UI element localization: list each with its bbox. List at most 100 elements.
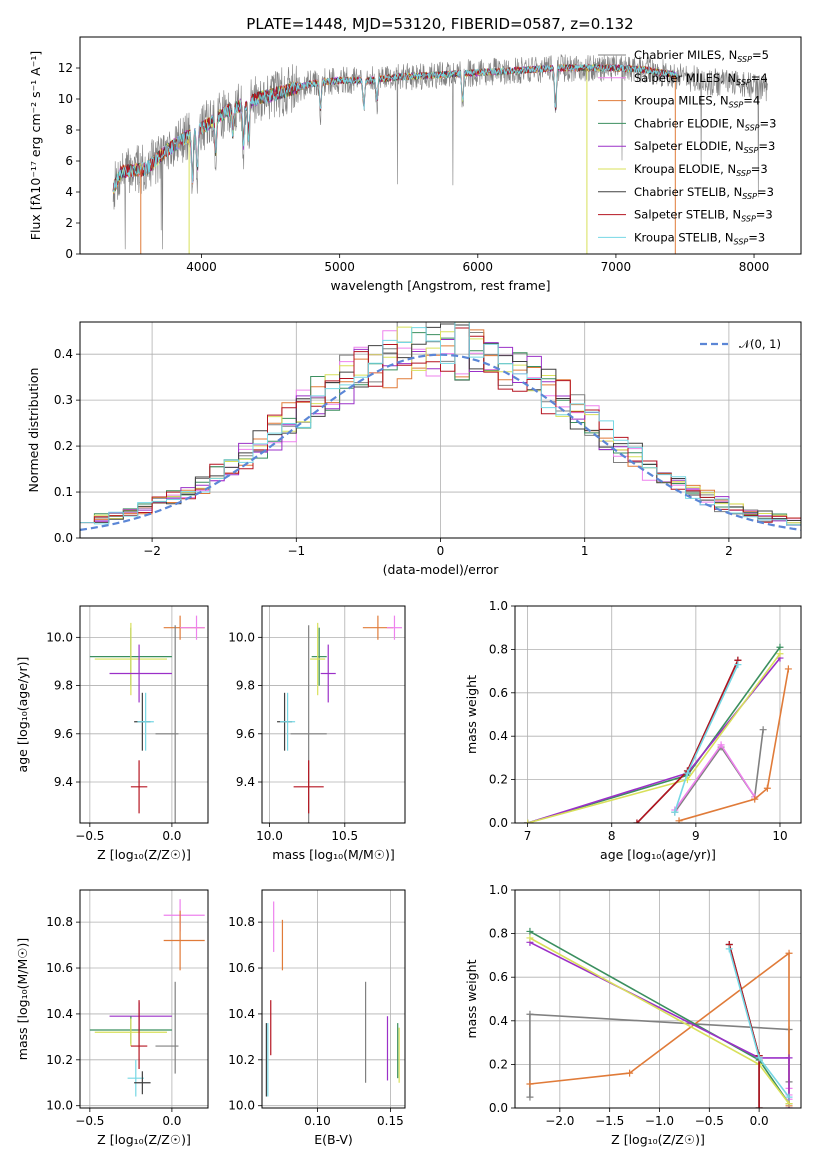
- tick-label-y: 10.6: [46, 961, 73, 975]
- tick-label-x: −1: [287, 544, 305, 558]
- legend-label: Chabrier ELODIE, NSSP=3: [634, 116, 776, 132]
- weight-line: [636, 659, 739, 823]
- weight-marker: [633, 819, 641, 823]
- tick-label-y: 10.2: [228, 1053, 255, 1067]
- hist-step-line: [80, 323, 801, 523]
- age_vs_Z-ylabel: age [log₁₀(age/yr)]: [15, 657, 30, 773]
- tick-label-y: 0.2: [489, 773, 508, 787]
- tick-label-y: 0.6: [489, 970, 508, 984]
- residual_hist-xlabel: (data-model)/error: [383, 562, 500, 577]
- weight-series: [671, 661, 742, 816]
- tick-label-y: 0.1: [54, 485, 73, 499]
- weight-marker: [755, 1104, 763, 1108]
- legend-label: Chabrier STELIB, NSSP=3: [634, 185, 774, 201]
- legend-label: Chabrier MILES, NSSP=5: [634, 48, 769, 64]
- hist-step-line: [80, 322, 801, 524]
- age_vs_mass-frame: [261, 605, 406, 824]
- mass_weight_vs_Z-plot: [526, 927, 793, 1108]
- spectrum-model-line: [112, 63, 679, 193]
- tick-label-y: 10.0: [228, 630, 255, 644]
- legend-label: Salpeter MILES, NSSP=4: [634, 71, 768, 87]
- tick-label-y: 10.6: [228, 961, 255, 975]
- legend-label: 𝒩(0, 1): [739, 337, 781, 351]
- errorbar-point: [386, 615, 402, 640]
- tick-label-x: 1: [581, 544, 589, 558]
- tick-label-x: −0.5: [695, 1114, 724, 1128]
- tick-label-x: 8: [608, 829, 616, 843]
- weight-series: [725, 945, 793, 1101]
- tick-label-y: 12: [58, 61, 73, 75]
- weight-marker: [751, 795, 759, 803]
- tick-label-x: 7000: [601, 260, 632, 274]
- weight-marker: [683, 769, 691, 777]
- tick-label-y: 0.4: [489, 729, 508, 743]
- tick-label-y: 0.0: [54, 531, 73, 545]
- weight-marker: [785, 1100, 793, 1108]
- weight-series: [633, 656, 742, 823]
- tick-label-y: 1.0: [489, 883, 508, 897]
- errorbar-point: [130, 760, 148, 814]
- tick-label-y: 9.8: [236, 679, 255, 693]
- tick-label-x: 0.0: [750, 1114, 769, 1128]
- mass_vs_ebv-frame: [261, 889, 406, 1109]
- weight-marker: [734, 661, 742, 669]
- age_vs_Z-axes: −0.5 0.0 9.4 9.6 9.8 10.0 Z [log₁₀(Z/Z☉)] age […: [15, 605, 209, 862]
- tick-label-x: 6000: [463, 260, 494, 274]
- weight-line: [678, 668, 790, 822]
- tick-label-y: 10.4: [46, 1007, 73, 1021]
- tick-label-x: 4000: [186, 260, 217, 274]
- weight-marker: [524, 819, 532, 823]
- spectrum-ylabel: Flux [fλ10⁻¹⁷ erg cm⁻² s⁻¹ A⁻¹]: [28, 51, 43, 240]
- weight-series: [524, 654, 784, 823]
- tick-label-x: 10.0: [256, 829, 283, 843]
- tick-label-y: 6: [65, 154, 73, 168]
- tick-label-y: 10: [58, 92, 73, 106]
- weight-marker: [784, 665, 792, 673]
- mass_weight_vs_age-ylabel: mass weight: [464, 675, 479, 754]
- tick-label-x: 0.10: [304, 1114, 331, 1128]
- weight-marker: [717, 741, 725, 749]
- weight-line: [527, 653, 781, 823]
- weight-line: [527, 657, 781, 823]
- mass_vs_ebv-xlabel: E(B-V): [314, 1132, 353, 1147]
- tick-label-y: 0.8: [489, 642, 508, 656]
- weight-marker: [763, 784, 771, 792]
- spectrum-plot: [112, 54, 769, 254]
- weight-series: [524, 650, 784, 823]
- spectrum-xlabel: wavelength [Angstrom, rest frame]: [330, 278, 550, 293]
- gauss-curve: [80, 353, 801, 531]
- errorbar-point: [280, 692, 296, 751]
- weight-series: [524, 643, 784, 823]
- errorbar-point: [155, 981, 179, 1074]
- legend-label: Salpeter STELIB, NSSP=3: [634, 208, 773, 224]
- errorbar-point: [163, 910, 205, 971]
- errorbar-point: [109, 644, 172, 703]
- mass_vs_Z-ylabel: mass [log₁₀(M/M☉)]: [15, 938, 30, 1060]
- legend-label: Kroupa STELIB, NSSP=3: [634, 230, 765, 246]
- weight-marker: [675, 817, 683, 823]
- weight-series: [671, 741, 759, 814]
- weight-line: [527, 646, 781, 823]
- tick-label-x: 0.0: [162, 1114, 181, 1128]
- tick-label-x: −1.5: [595, 1114, 624, 1128]
- weight-line: [529, 951, 790, 1106]
- tick-label-y: 4: [65, 185, 73, 199]
- tick-label-y: 0.3: [54, 393, 73, 407]
- tick-label-x: −2.0: [545, 1114, 574, 1128]
- tick-label-y: 0.2: [54, 439, 73, 453]
- legend-label: Kroupa ELODIE, NSSP=3: [634, 162, 768, 178]
- weight-marker: [671, 808, 679, 816]
- mass_weight_vs_age-xlabel: age [log₁₀(age/yr)]: [600, 847, 716, 862]
- errorbar-point: [127, 1059, 144, 1097]
- tick-label-x: 7: [524, 829, 532, 843]
- spectrum-legend: Chabrier MILES, NSSP=5 Salpeter MILES, NS…: [598, 48, 776, 246]
- weight-marker: [526, 1093, 534, 1101]
- errorbar-point: [180, 615, 205, 640]
- mass_weight_vs_Z-axes: −2.0 −1.5 −1.0 −0.5 0.0 0.0 0.2 0.4 0.6 0.8 1.0 Z […: [464, 883, 802, 1147]
- mass_vs_ebv-plot: [265, 901, 400, 1097]
- tick-label-x: −2: [143, 544, 161, 558]
- age_vs_Z-plot: [89, 615, 205, 823]
- mass_weight_vs_age-axes: 7 8 9 10 0.0 0.2 0.4 0.6 0.8 1.0 age [log₁₀(age/yr…: [464, 599, 802, 862]
- tick-label-y: 0.8: [489, 927, 508, 941]
- hist-legend: 𝒩(0, 1): [700, 337, 781, 351]
